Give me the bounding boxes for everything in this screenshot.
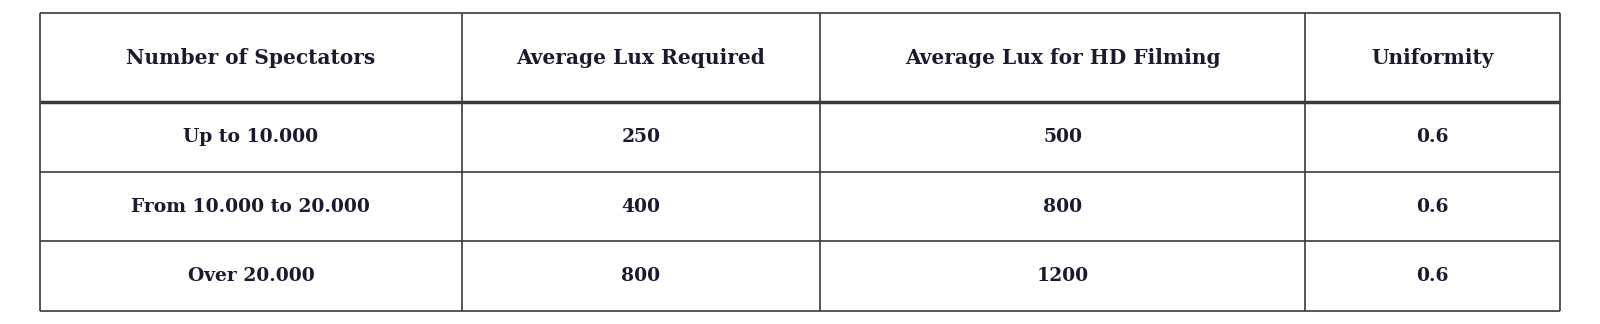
Text: Uniformity: Uniformity bbox=[1371, 48, 1494, 68]
Text: 1200: 1200 bbox=[1037, 267, 1088, 285]
Text: 800: 800 bbox=[621, 267, 661, 285]
Text: 500: 500 bbox=[1043, 128, 1082, 146]
Text: 800: 800 bbox=[1043, 198, 1082, 216]
Text: 0.6: 0.6 bbox=[1416, 198, 1450, 216]
Text: From 10.000 to 20.000: From 10.000 to 20.000 bbox=[131, 198, 370, 216]
Text: 400: 400 bbox=[621, 198, 661, 216]
Text: Over 20.000: Over 20.000 bbox=[187, 267, 314, 285]
Text: Up to 10.000: Up to 10.000 bbox=[184, 128, 318, 146]
Text: Number of Spectators: Number of Spectators bbox=[126, 48, 376, 68]
Text: Average Lux Required: Average Lux Required bbox=[517, 48, 765, 68]
Text: 0.6: 0.6 bbox=[1416, 267, 1450, 285]
Text: Average Lux for HD Filming: Average Lux for HD Filming bbox=[906, 48, 1221, 68]
Text: 250: 250 bbox=[621, 128, 661, 146]
Text: 0.6: 0.6 bbox=[1416, 128, 1450, 146]
